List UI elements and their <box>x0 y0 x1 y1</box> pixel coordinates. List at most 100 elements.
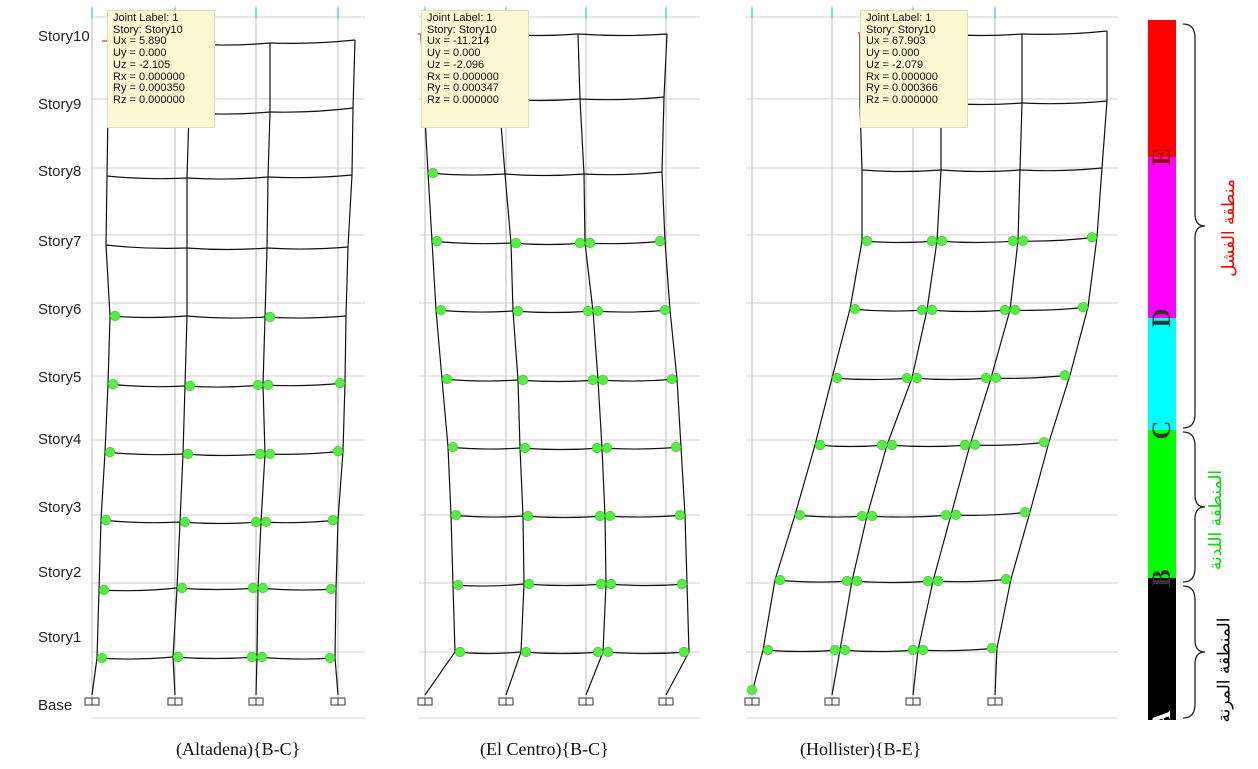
frame-beam <box>176 587 259 591</box>
plastic-hinge <box>450 509 462 521</box>
plastic-hinge <box>654 236 666 247</box>
base-support <box>744 697 760 706</box>
plastic-hinge <box>794 509 806 521</box>
joint-tooltip-hollister: Joint Label: 1 Story: Story10 Ux = 67.90… <box>860 10 968 128</box>
plastic-hinge <box>1038 437 1050 448</box>
plastic-hinge <box>916 304 928 316</box>
tooltip-line: Ry = 0.000366 <box>866 82 938 95</box>
plastic-hinge <box>176 582 188 594</box>
frame-column <box>994 31 1108 696</box>
plastic-hinge <box>262 379 274 390</box>
plastic-hinge <box>182 448 194 460</box>
plastic-hinge <box>257 582 269 594</box>
frame-beam <box>264 450 344 455</box>
deformed-frames <box>91 30 1108 696</box>
plastic-hinge <box>876 439 888 451</box>
frame-column <box>831 34 942 696</box>
brace-plastic <box>1182 431 1206 583</box>
plastic-hinge <box>604 510 616 522</box>
plastic-hinge <box>512 305 524 317</box>
frame-beam <box>1019 167 1103 172</box>
plastic-hinge <box>774 574 786 586</box>
story-label: Story2 <box>38 564 82 581</box>
plastic-hinge <box>246 651 258 663</box>
plastic-hinge <box>96 652 108 664</box>
tooltip-line: Uy = 0.000 <box>427 47 481 60</box>
plastic-hinge <box>917 644 929 655</box>
plastic-hinge <box>1000 574 1012 585</box>
plastic-hinge <box>762 644 774 656</box>
legend-segment <box>1148 318 1176 430</box>
plastic-hinge <box>597 374 609 386</box>
plastic-hinge <box>940 509 952 521</box>
caption-hollister: (Hollister){B-E} <box>800 739 922 759</box>
frame-beam <box>969 441 1050 446</box>
frame-beam <box>107 383 186 388</box>
plastic-hinge <box>950 509 962 520</box>
story-label: Story6 <box>38 301 82 318</box>
plastic-hinge <box>839 644 851 656</box>
plastic-hinge <box>264 448 276 459</box>
frame-beam <box>1021 30 1108 35</box>
plastic-hinge <box>260 516 272 527</box>
tooltip-line: Story: Story10 <box>113 23 183 36</box>
plastic-hinge <box>1086 232 1098 243</box>
plastic-hinge <box>264 311 276 323</box>
plastic-hinge <box>332 446 344 457</box>
plastic-hinge <box>172 651 184 663</box>
plastic-hinge <box>841 575 853 587</box>
base-support <box>658 697 674 706</box>
plastic-hinge <box>926 304 938 316</box>
base-support <box>417 697 433 706</box>
tooltip-line: Ux = 5.890 <box>113 35 167 48</box>
legend-letter: E <box>1147 148 1176 166</box>
plastic-hinge <box>592 646 604 658</box>
plastic-hinge <box>814 439 826 451</box>
plastic-hinge <box>1007 235 1019 247</box>
base-support <box>578 697 594 706</box>
plastic-hinge <box>98 584 110 595</box>
base-support <box>167 697 183 706</box>
frame-beam <box>926 309 1011 313</box>
plastic-hinge <box>1017 235 1029 246</box>
tooltip-line: Ry = 0.000350 <box>113 82 185 95</box>
joint-tooltip-altadena: Joint Label: 1 Story: Story10 Ux = 5.890… <box>107 10 215 128</box>
plastic-hinge <box>441 373 453 385</box>
plastic-hinge <box>901 372 913 384</box>
story-label: Story1 <box>38 629 82 646</box>
frame-column <box>420 34 456 696</box>
plastic-hinge <box>1019 507 1031 518</box>
plastic-hinge <box>829 644 841 656</box>
story-label: Story3 <box>38 499 82 516</box>
tooltip-line: Uz = -2.105 <box>113 58 171 71</box>
plastic-hinge <box>247 582 259 594</box>
zone-label-plastic: المنطقة اللدنة <box>1206 469 1227 571</box>
frame-beam <box>510 242 586 246</box>
tooltip-line: Joint Label: 1 <box>866 12 932 24</box>
frame-beam <box>849 308 928 312</box>
frame-beam <box>917 647 998 652</box>
plastic-hinge <box>582 305 594 317</box>
base-support <box>248 697 264 706</box>
frame-beam <box>522 515 606 519</box>
frame-beam <box>583 171 663 176</box>
frame-beam <box>861 169 942 173</box>
plastic-hinge <box>334 378 346 389</box>
plastic-hinge <box>587 374 599 386</box>
tooltip-line: Rx = 0.000000 <box>866 70 938 83</box>
plastic-hinge <box>674 509 686 521</box>
frame-beam <box>932 578 1012 583</box>
frame-beam <box>577 33 668 37</box>
legend-letter: D <box>1147 308 1176 328</box>
base-support <box>498 697 514 706</box>
plastic-hinge <box>990 372 1002 383</box>
plastic-hinge <box>851 575 863 587</box>
brace-elastic <box>1182 585 1206 719</box>
frame-beam <box>106 175 188 180</box>
frame-beam <box>452 583 525 587</box>
plastic-hinge <box>831 372 843 384</box>
plastic-hinge <box>986 643 998 654</box>
base-support <box>824 697 840 706</box>
plastic-hinge <box>254 448 266 460</box>
frame-beam <box>597 378 678 382</box>
